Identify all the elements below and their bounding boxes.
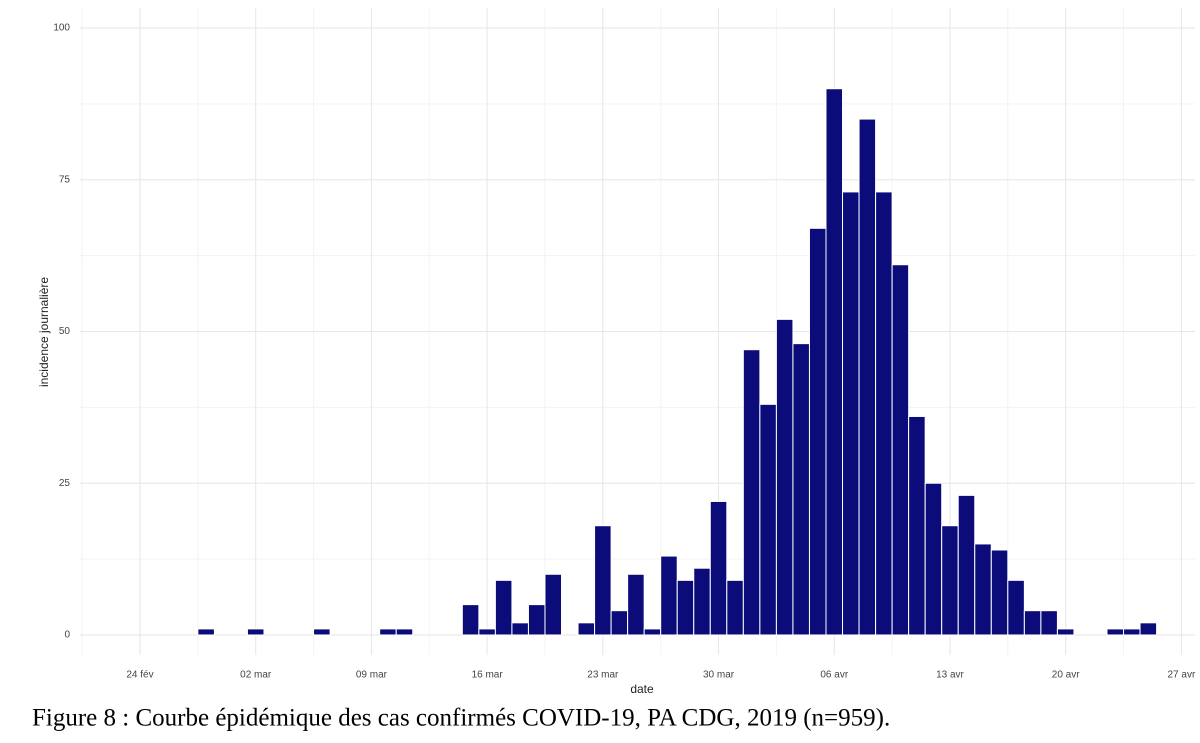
x-tick-label: 09 mar (356, 670, 388, 681)
x-tick-label: 16 mar (472, 670, 504, 681)
bar (379, 628, 397, 636)
y-tick-label: 50 (59, 326, 71, 337)
x-axis-label: date (630, 682, 654, 696)
bar (875, 191, 893, 636)
bar (842, 191, 860, 636)
bar (908, 415, 926, 636)
bar (1123, 628, 1141, 636)
bar (858, 118, 877, 636)
bar (494, 579, 513, 636)
bar (990, 549, 1009, 636)
x-tick-label: 30 mar (703, 670, 735, 681)
bar (577, 622, 596, 636)
bar (759, 403, 777, 636)
x-tick-label: 27 avr (1167, 670, 1195, 681)
bar (478, 628, 496, 636)
bar (527, 604, 546, 636)
y-tick-label: 0 (64, 630, 70, 641)
y-tick-label: 25 (59, 478, 71, 489)
bar (610, 610, 629, 636)
bar (246, 628, 265, 636)
bar (742, 349, 761, 636)
bar (792, 343, 810, 636)
x-tick-label: 20 avr (1052, 670, 1080, 681)
bar (974, 543, 992, 636)
x-tick-label: 23 mar (587, 670, 619, 681)
bar (660, 555, 678, 636)
bar (544, 573, 563, 636)
bar (395, 628, 414, 636)
bar (1106, 628, 1125, 636)
bar (808, 227, 827, 636)
bar (693, 567, 711, 636)
y-tick-label: 75 (59, 174, 71, 185)
bar (775, 318, 794, 636)
bar (891, 264, 910, 636)
bar (1023, 610, 1042, 636)
x-tick-label: 02 mar (240, 670, 272, 681)
x-tick-label: 13 avr (936, 670, 964, 681)
bar (511, 622, 529, 636)
bar (1056, 628, 1075, 636)
bar (726, 579, 744, 636)
caption: Figure 8 : Courbe épidémique des cas con… (32, 705, 890, 732)
bar (1040, 610, 1058, 636)
x-tick-label: 06 avr (820, 670, 848, 681)
bar (825, 88, 844, 636)
bar (594, 525, 612, 636)
bar (627, 573, 645, 636)
bar (643, 628, 662, 636)
y-axis-label: incidence journalière (37, 277, 51, 387)
x-tick-label: 24 fév (126, 670, 153, 681)
bar (709, 500, 728, 636)
bar (924, 482, 943, 636)
bar (1007, 579, 1025, 636)
bar (941, 525, 959, 636)
bar (957, 494, 976, 636)
bar (197, 628, 215, 636)
bar (461, 604, 480, 636)
bar (676, 579, 695, 636)
bar (1139, 622, 1158, 636)
bar (313, 628, 331, 636)
y-tick-label: 100 (53, 23, 70, 34)
